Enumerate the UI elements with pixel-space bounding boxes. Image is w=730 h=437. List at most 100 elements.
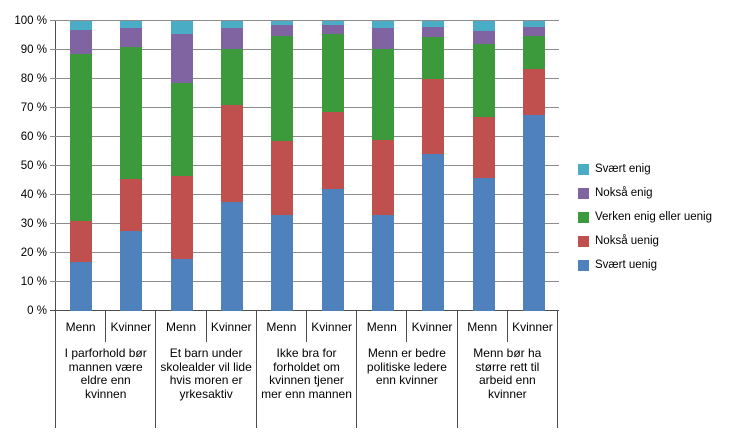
gridline-20-percent — [50, 252, 559, 253]
y-tick-label: 60 % — [20, 130, 47, 143]
subcategory-row: Menn Kvinner — [257, 311, 356, 342]
y-tick-label: 10 % — [20, 275, 47, 288]
y-tick-label: 100 % — [14, 14, 47, 27]
bar-segment — [321, 21, 344, 26]
bar-segment — [70, 54, 93, 222]
subcategory-label: Kvinner — [105, 311, 155, 342]
bar-segment — [522, 21, 545, 28]
stacked-bar — [70, 21, 93, 311]
bar-segment — [422, 26, 445, 37]
stacked-bar — [271, 21, 294, 311]
bar-segment — [271, 21, 294, 26]
bar-segment — [120, 179, 143, 232]
bar-segment — [371, 21, 394, 29]
bar-segment — [170, 34, 193, 84]
bar-segment — [371, 215, 394, 311]
subcategory-row: Menn Kvinner — [156, 311, 255, 342]
bar-segment — [321, 112, 344, 190]
bar-segment — [271, 25, 294, 36]
bar-slot — [157, 21, 207, 311]
bar-segment — [170, 258, 193, 311]
subcategory-label: Kvinner — [506, 311, 557, 342]
category-group: Menn Kvinner Menn er bedre politiske leder… — [356, 311, 456, 428]
subcategory-label: Menn — [165, 319, 197, 334]
legend-swatch-icon — [578, 212, 589, 223]
gridline-90-percent — [50, 49, 559, 50]
y-tick-label: 80 % — [20, 72, 47, 85]
subcategory-label: Menn — [266, 319, 297, 334]
stacked-bar — [422, 21, 445, 311]
subcategory-label: Kvinner — [406, 311, 456, 342]
bar-segment — [221, 21, 244, 29]
legend-swatch-icon — [578, 188, 589, 199]
bar-segment — [321, 189, 344, 311]
stacked-bar — [321, 21, 344, 311]
bar-segment — [422, 154, 445, 311]
category-axis-band: Menn Kvinner I parforhold bør mannen være … — [55, 311, 559, 428]
category-group: Menn Kvinner Et barn under skolealder vil … — [155, 311, 255, 428]
gridline-70-percent — [50, 107, 559, 108]
bar-segment — [422, 21, 445, 27]
bar-slot — [358, 21, 408, 311]
bar-segment — [221, 105, 244, 203]
legend-label: Svært enig — [595, 163, 651, 175]
bar-segment — [170, 21, 193, 35]
bar-segment — [472, 116, 495, 178]
bar-segment — [321, 34, 344, 113]
bar-slot — [257, 21, 307, 311]
bar-segment — [472, 21, 495, 32]
bar-segment — [170, 176, 193, 259]
gridline-60-percent — [50, 136, 559, 137]
bar-segment — [472, 177, 495, 311]
category-group: Menn Kvinner Ikke bra for forholdet om kvi… — [255, 311, 356, 428]
subcategory-row: Menn Kvinner — [357, 311, 456, 342]
y-tick-label: 20 % — [20, 246, 47, 259]
bar-slot — [509, 21, 559, 311]
bar-segment — [70, 21, 93, 30]
bar-segment — [221, 28, 244, 49]
gridline-100-percent — [50, 20, 559, 21]
subcategory-label: Menn — [467, 319, 498, 334]
subcategory-label: Kvinner — [205, 311, 256, 342]
stacked-bar — [371, 21, 394, 311]
subcategory-label: Menn — [366, 319, 397, 334]
y-tick-label: 90 % — [20, 43, 47, 56]
stacked-bar — [472, 21, 495, 311]
y-tick-label: 50 % — [20, 159, 47, 172]
category-group-label: I parforhold bør mannen være eldre enn k… — [64, 346, 147, 401]
bar-segment — [321, 25, 344, 35]
subcategory-label: Menn — [65, 319, 96, 334]
bars-container — [56, 21, 559, 311]
bar-segment — [70, 261, 93, 311]
bar-segment — [70, 29, 93, 55]
bar-segment — [522, 27, 545, 36]
bar-segment — [522, 115, 545, 311]
category-group-label: Et barn under skolealder vil lide hvis m… — [160, 346, 252, 401]
bar-segment — [472, 44, 495, 117]
legend-swatch-icon — [578, 236, 589, 247]
bar-segment — [221, 202, 244, 311]
bar-segment — [221, 48, 244, 106]
subcategory-label: Kvinner — [306, 311, 356, 342]
bar-segment — [271, 35, 294, 142]
legend-item: Nokså uenig — [578, 235, 712, 247]
bar-segment — [70, 221, 93, 262]
bar-segment — [422, 79, 445, 155]
category-group-label: Ikke bra for forholdet om kvinnen tjener… — [261, 346, 352, 401]
legend-label: Nokså uenig — [595, 235, 659, 247]
stacked-bar — [170, 21, 193, 311]
gridline-30-percent — [50, 223, 559, 224]
bar-segment — [371, 28, 394, 49]
gridline-10-percent — [50, 281, 559, 282]
bar-slot — [458, 21, 508, 311]
plot-area — [50, 20, 559, 311]
legend-swatch-icon — [578, 164, 589, 175]
legend-item: Verken enig eller uenig — [578, 211, 712, 223]
legend-label: Nokså enig — [595, 187, 653, 199]
bar-segment — [522, 68, 545, 116]
subcategory-row: Menn Kvinner — [458, 311, 557, 342]
y-tick-label: 30 % — [20, 217, 47, 230]
bar-segment — [170, 83, 193, 177]
bar-segment — [422, 36, 445, 80]
bar-slot — [408, 21, 458, 311]
